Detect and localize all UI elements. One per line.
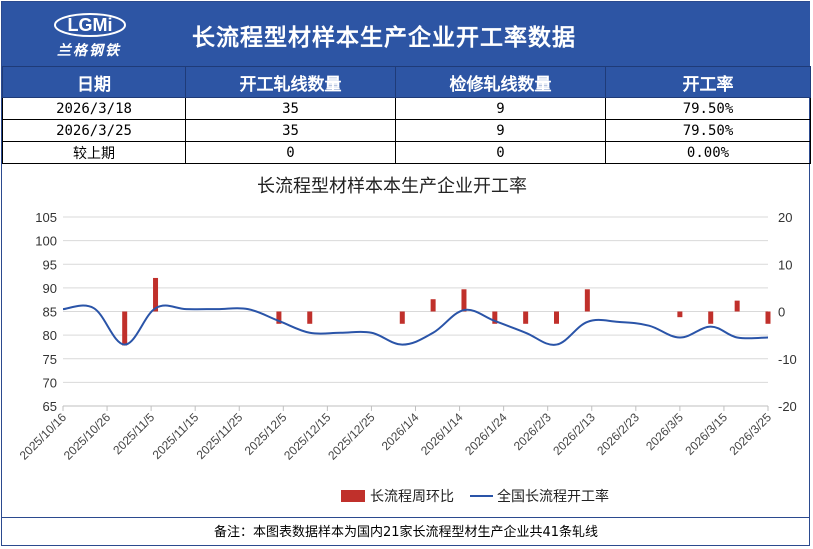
y-left-tick-label: 90: [43, 281, 57, 296]
table-cell-operating-rate: 0.00%: [605, 141, 811, 164]
table-cell-date: 2026/3/25: [2, 119, 186, 142]
x-tick-label: 2026/1/4: [379, 410, 422, 453]
table-cell-date: 2026/3/18: [2, 97, 186, 120]
y-left-tick-label: 95: [43, 257, 57, 272]
x-tick-label: 2025/11/25: [194, 410, 246, 462]
x-tick-label: 2026/2/3: [511, 410, 554, 453]
legend-label-line: 全国长流程开工率: [497, 488, 609, 505]
y-right-tick-label: 0: [778, 305, 785, 320]
x-tick-label: 2025/12/25: [325, 410, 378, 463]
y-right-tick-label: 10: [778, 257, 792, 272]
company-logo: LGMi 兰格钢铁: [47, 10, 131, 62]
bar-weekly-change: [430, 299, 436, 312]
bar-weekly-change: [153, 277, 159, 312]
x-tick-label: 2026/2/23: [594, 410, 642, 458]
column-header-operating-rate: 开工率: [605, 66, 811, 98]
table-row: 2026/3/25 35 9 79.50%: [2, 119, 811, 142]
table-cell-running-lines: 35: [185, 119, 396, 142]
y-left-tick-label: 100: [35, 234, 57, 249]
bar-weekly-change: [307, 311, 313, 324]
bar-weekly-change: [492, 311, 498, 324]
column-header-running-lines: 开工轧线数量: [185, 66, 396, 98]
bar-weekly-change: [734, 300, 740, 312]
page-title: 长流程型材样本生产企业开工率数据: [192, 25, 576, 51]
y-left-tick-label: 70: [43, 375, 57, 390]
bar-weekly-change: [399, 311, 405, 324]
chart-title: 长流程型材样本本生产企业开工率: [257, 176, 527, 197]
footer-note: 备注：本图表数据样本为国内21家长流程型材生产企业共41条轧线: [2, 517, 810, 547]
table-row: 2026/3/18 35 9 79.50%: [2, 97, 811, 120]
bar-weekly-change: [584, 289, 590, 312]
bar-weekly-change: [523, 311, 529, 324]
x-tick-label: 2026/3/25: [726, 410, 774, 458]
table-cell-running-lines: 0: [185, 141, 396, 164]
logo-mark-text: LGMi: [68, 15, 113, 35]
y-right-tick-label: -20: [778, 399, 797, 414]
table-cell-operating-rate: 79.50%: [605, 119, 811, 142]
column-header-date: 日期: [2, 66, 186, 98]
table-row: 较上期 0 0 0.00%: [2, 141, 811, 164]
x-tick-label: 2026/1/14: [418, 410, 466, 458]
summary-table: 日期 开工轧线数量 检修轧线数量 开工率 2026/3/18 35 9 79.5…: [2, 66, 811, 164]
y-right-tick-label: -10: [778, 352, 797, 367]
bar-weekly-change: [677, 311, 683, 318]
legend-swatch-bar: [341, 490, 365, 502]
y-right-tick-label: 20: [778, 210, 792, 225]
bar-weekly-change: [122, 311, 128, 346]
column-header-maintenance-lines: 检修轧线数量: [395, 66, 606, 98]
table-cell-operating-rate: 79.50%: [605, 97, 811, 120]
bar-weekly-change: [276, 311, 282, 324]
operating-rate-chart: 长流程型材样本本生产企业开工率1051009590858075706520100…: [17, 176, 797, 505]
y-left-tick-label: 80: [43, 328, 57, 343]
x-tick-label: 2026/3/15: [682, 410, 730, 458]
x-tick-label: 2026/1/24: [462, 410, 510, 458]
bar-weekly-change: [765, 311, 771, 324]
line-national-operating-rate: [62, 304, 769, 346]
x-tick-label: 2025/11/15: [150, 410, 202, 462]
x-tick-label: 2025/10/26: [61, 410, 114, 463]
bar-weekly-change: [708, 311, 714, 324]
table-header-row: 日期 开工轧线数量 检修轧线数量 开工率: [2, 66, 811, 98]
y-left-tick-label: 75: [43, 352, 57, 367]
y-left-tick-label: 85: [43, 305, 57, 320]
y-left-tick-label: 105: [35, 210, 57, 225]
table-cell-maintenance-lines: 9: [395, 97, 606, 120]
logo-mark-icon: LGMi: [54, 13, 126, 37]
x-tick-label: 2026/2/13: [550, 410, 598, 458]
table-cell-date: 较上期: [2, 141, 186, 164]
legend-label-bar: 长流程周环比: [370, 489, 454, 505]
bar-weekly-change: [461, 289, 467, 312]
x-tick-label: 2026/3/5: [643, 410, 686, 453]
logo-text: 兰格钢铁: [57, 43, 121, 59]
header-bar: LGMi 兰格钢铁 长流程型材样本生产企业开工率数据: [2, 2, 810, 66]
table-cell-maintenance-lines: 9: [395, 119, 606, 142]
table-cell-running-lines: 35: [185, 97, 396, 120]
bar-weekly-change: [554, 311, 559, 324]
y-left-tick-label: 65: [43, 399, 57, 414]
